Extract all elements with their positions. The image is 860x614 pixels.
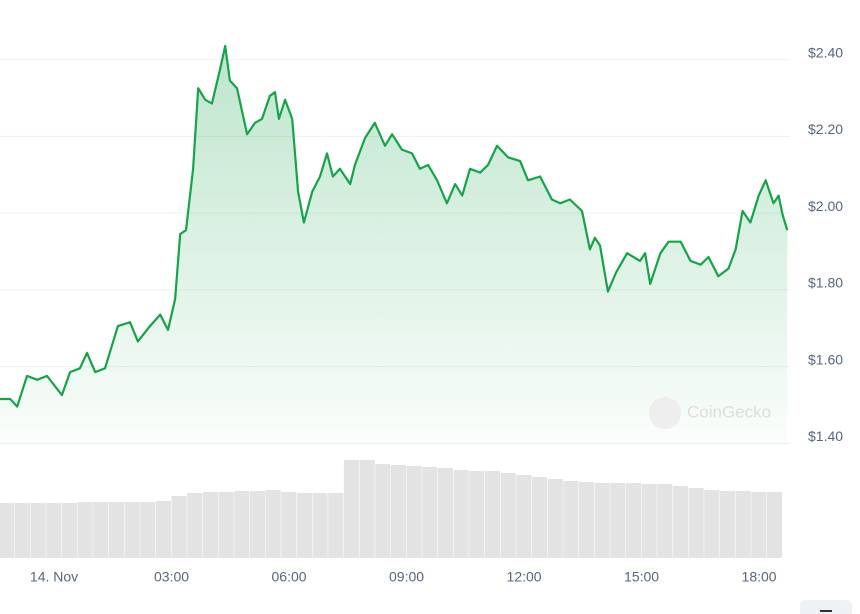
volume-bar	[751, 492, 767, 558]
volume-bar	[688, 488, 704, 558]
x-tick-label: 06:00	[272, 569, 307, 585]
volume-bar	[610, 483, 626, 558]
volume-bar	[218, 492, 234, 558]
volume-bar	[375, 464, 391, 558]
volume-bar	[187, 493, 203, 558]
volume-bar	[124, 502, 140, 558]
volume-bar	[359, 460, 375, 558]
volume-bar	[500, 473, 516, 558]
volume-bar	[484, 471, 501, 558]
volume-bar	[657, 484, 673, 558]
price-area	[0, 46, 788, 445]
volume-bar	[625, 483, 642, 558]
x-tick-label: 14. Nov	[30, 569, 78, 585]
volume-bar	[422, 467, 438, 558]
volume-bar	[77, 502, 93, 558]
y-tick-label: $1.40	[808, 428, 843, 444]
volume-bar	[735, 491, 751, 558]
y-tick-label: $2.40	[808, 44, 843, 60]
volume-bar	[531, 477, 548, 558]
price-line	[0, 44, 789, 408]
volume-bar	[390, 465, 407, 558]
volume-bar	[704, 490, 720, 558]
volume-bar	[46, 503, 62, 558]
volume-bar	[61, 503, 78, 558]
y-tick-label: $1.80	[808, 275, 843, 291]
volume-bar	[594, 483, 610, 558]
volume-bar	[563, 481, 579, 558]
volume-bar	[406, 466, 422, 558]
volume-bar	[202, 492, 219, 558]
volume-bar	[672, 486, 689, 558]
volume-bar	[328, 493, 344, 558]
volume-bar	[312, 493, 328, 558]
watermark-logo	[649, 397, 681, 429]
volume-bar	[281, 492, 297, 558]
x-tick-label: 03:00	[154, 569, 189, 585]
x-tick-label: 18:00	[742, 569, 777, 585]
volume-bar	[0, 503, 15, 558]
volume-bar	[171, 496, 187, 558]
x-tick-label: 15:00	[624, 569, 659, 585]
volume-bar	[641, 484, 657, 558]
volume-bar	[30, 503, 46, 558]
y-tick-label: $1.60	[808, 351, 843, 367]
volume-bar	[547, 479, 563, 558]
volume-bar	[719, 491, 736, 558]
menu-button[interactable]	[800, 600, 852, 614]
volume-bar	[296, 493, 313, 558]
x-tick-label: 09:00	[389, 569, 424, 585]
volume-bar	[453, 470, 469, 558]
volume-bar	[140, 502, 156, 558]
watermark: CoinGecko	[687, 402, 771, 421]
volume-bar	[469, 471, 485, 558]
volume-bar	[265, 490, 281, 558]
volume-bar	[343, 460, 360, 558]
volume-bar	[234, 491, 250, 558]
x-tick-label: 12:00	[507, 569, 542, 585]
menu-icon	[820, 610, 832, 612]
volume-bar	[249, 491, 266, 558]
volume-bar	[14, 503, 31, 558]
volume-bar	[578, 482, 595, 558]
volume-bar	[516, 475, 532, 558]
volume-bar	[108, 502, 125, 558]
volume-bar	[155, 501, 172, 558]
volume-bar	[437, 468, 454, 558]
y-tick-label: $2.00	[808, 198, 843, 214]
y-tick-label: $2.20	[808, 121, 843, 137]
volume-bar	[766, 492, 783, 558]
volume-bar	[93, 502, 109, 558]
